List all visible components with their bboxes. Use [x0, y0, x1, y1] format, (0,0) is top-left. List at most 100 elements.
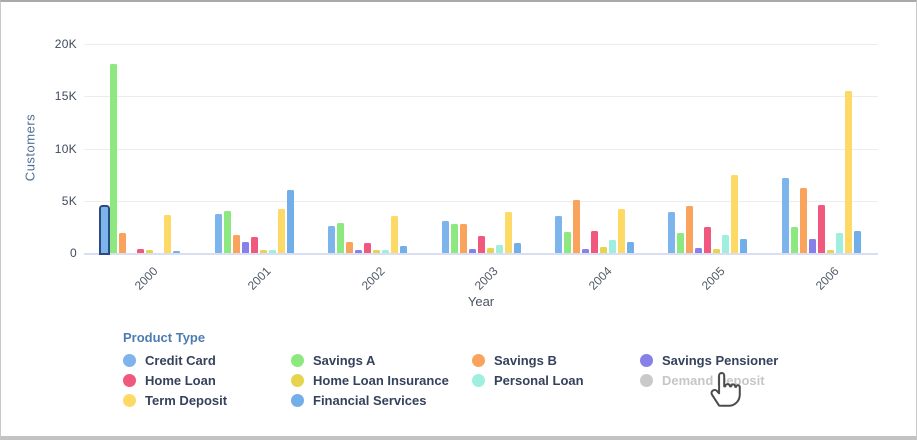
legend-dot-icon — [123, 393, 136, 407]
legend-item-home-loan[interactable]: Home Loan — [123, 372, 291, 388]
bar-savings-b-2005[interactable] — [686, 206, 693, 253]
bar-group-2004 — [555, 44, 634, 253]
bar-home-loan-insurance-2001[interactable] — [260, 250, 267, 253]
bar-term-deposit-2000[interactable] — [164, 215, 171, 253]
bar-term-deposit-2005[interactable] — [731, 175, 738, 253]
bar-credit-card-2006[interactable] — [782, 178, 789, 253]
bar-savings-a-2005[interactable] — [677, 233, 684, 253]
legend-dot-icon — [291, 373, 304, 387]
bar-financial-services-2005[interactable] — [740, 239, 747, 253]
bar-savings-b-2000[interactable] — [119, 233, 126, 253]
bar-savings-a-2001[interactable] — [224, 211, 231, 253]
bar-personal-loan-2003[interactable] — [496, 245, 503, 253]
bar-savings-pensioner-2002[interactable] — [355, 250, 362, 253]
x-tick-label-2005: 2005 — [698, 264, 728, 293]
bar-savings-a-2003[interactable] — [451, 224, 458, 253]
x-tick-label-2002: 2002 — [358, 264, 388, 293]
bar-financial-services-2004[interactable] — [627, 242, 634, 253]
y-tick-label: 20K — [54, 37, 77, 51]
legend-item-savings-pensioner[interactable]: Savings Pensioner — [640, 353, 850, 368]
bar-savings-a-2006[interactable] — [791, 227, 798, 253]
bar-savings-a-2002[interactable] — [337, 223, 344, 253]
bar-home-loan-insurance-2004[interactable] — [600, 247, 607, 253]
bar-term-deposit-2006[interactable] — [845, 91, 852, 253]
bar-credit-card-2005[interactable] — [668, 212, 675, 253]
bar-savings-b-2001[interactable] — [233, 235, 240, 253]
bar-financial-services-2002[interactable] — [400, 246, 407, 253]
legend-item-label: Savings A — [313, 352, 376, 368]
legend-dot-icon — [472, 353, 485, 367]
x-tick-label-2000: 2000 — [131, 264, 161, 293]
bar-savings-pensioner-2006[interactable] — [809, 239, 816, 253]
legend-item-savings-a[interactable]: Savings A — [291, 352, 472, 368]
bar-home-loan-2004[interactable] — [591, 231, 598, 253]
bar-home-loan-2001[interactable] — [251, 237, 258, 253]
bar-term-deposit-2004[interactable] — [618, 209, 625, 253]
bar-financial-services-2001[interactable] — [287, 190, 294, 253]
bar-home-loan-insurance-2002[interactable] — [373, 250, 380, 253]
bar-group-2001 — [215, 44, 294, 253]
bar-home-loan-insurance-2003[interactable] — [487, 248, 494, 253]
legend-item-label: Credit Card — [145, 352, 216, 368]
legend-item-term-deposit[interactable]: Term Deposit — [123, 392, 291, 408]
legend-item-label: Term Deposit — [145, 392, 228, 408]
legend-item-label: Savings B — [494, 352, 557, 368]
bar-term-deposit-2001[interactable] — [278, 209, 285, 253]
y-axis-title: Customers — [22, 113, 38, 182]
bar-financial-services-2003[interactable] — [514, 243, 521, 253]
bar-home-loan-2000[interactable] — [137, 249, 144, 253]
bar-home-loan-2003[interactable] — [478, 236, 485, 253]
legend-item-personal-loan[interactable]: Personal Loan — [472, 373, 640, 388]
legend-item-financial-services[interactable]: Financial Services — [291, 393, 472, 408]
bar-savings-b-2003[interactable] — [460, 224, 467, 253]
bar-home-loan-2002[interactable] — [364, 243, 371, 253]
bar-home-loan-2006[interactable] — [818, 205, 825, 253]
bar-credit-card-2003[interactable] — [442, 221, 449, 253]
bar-personal-loan-2005[interactable] — [722, 235, 729, 253]
bar-credit-card-2002[interactable] — [328, 226, 335, 253]
bar-savings-pensioner-2004[interactable] — [582, 249, 589, 253]
legend-dot-icon — [640, 353, 653, 367]
x-axis-title: Year — [467, 294, 495, 309]
legend-item-demand-deposit[interactable]: Demand Deposit — [640, 373, 850, 388]
bar-savings-pensioner-2001[interactable] — [242, 242, 249, 253]
legend-item-label: Home Loan Insurance — [313, 372, 449, 388]
bar-credit-card-2001[interactable] — [215, 214, 222, 253]
bar-savings-b-2002[interactable] — [346, 242, 353, 253]
bar-personal-loan-2001[interactable] — [269, 250, 276, 253]
bar-term-deposit-2002[interactable] — [391, 216, 398, 253]
bar-financial-services-2006[interactable] — [854, 231, 861, 253]
bar-home-loan-insurance-2000[interactable] — [146, 250, 153, 253]
bar-group-2006 — [782, 44, 861, 253]
x-tick-label-2004: 2004 — [585, 264, 615, 293]
bar-savings-a-2000[interactable] — [110, 64, 117, 253]
bar-personal-loan-2002[interactable] — [382, 250, 389, 253]
x-tick-label-2006: 2006 — [812, 264, 842, 293]
bar-group-2005 — [668, 44, 747, 253]
x-tick-label-2003: 2003 — [472, 264, 501, 293]
legend-item-home-loan-insurance[interactable]: Home Loan Insurance — [291, 372, 472, 388]
bar-savings-b-2006[interactable] — [800, 188, 807, 253]
legend: Product Type Credit Card Savings A Savings… — [123, 330, 850, 408]
gridline-20K — [84, 44, 878, 45]
legend-item-credit-card[interactable]: Credit Card — [123, 352, 291, 368]
y-tick-label: 10K — [54, 142, 77, 156]
bar-credit-card-2004[interactable] — [555, 216, 562, 253]
bar-home-loan-2005[interactable] — [704, 227, 711, 253]
bar-home-loan-insurance-2006[interactable] — [827, 250, 834, 253]
legend-item-label: Home Loan — [145, 372, 216, 388]
y-tick-label: 15K — [54, 89, 77, 103]
legend-item-savings-b[interactable]: Savings B — [472, 352, 640, 368]
bar-savings-pensioner-2005[interactable] — [695, 248, 702, 253]
bar-savings-b-2004[interactable] — [573, 200, 580, 253]
bar-credit-card-2000[interactable] — [99, 205, 110, 255]
bar-term-deposit-2003[interactable] — [505, 212, 512, 253]
bar-savings-a-2004[interactable] — [564, 232, 571, 253]
gridline-5K — [84, 201, 878, 202]
bar-savings-pensioner-2003[interactable] — [469, 249, 476, 253]
bar-personal-loan-2004[interactable] — [609, 240, 616, 253]
bar-financial-services-2000[interactable] — [173, 251, 180, 253]
bar-home-loan-insurance-2005[interactable] — [713, 249, 720, 253]
bar-personal-loan-2006[interactable] — [836, 233, 843, 253]
